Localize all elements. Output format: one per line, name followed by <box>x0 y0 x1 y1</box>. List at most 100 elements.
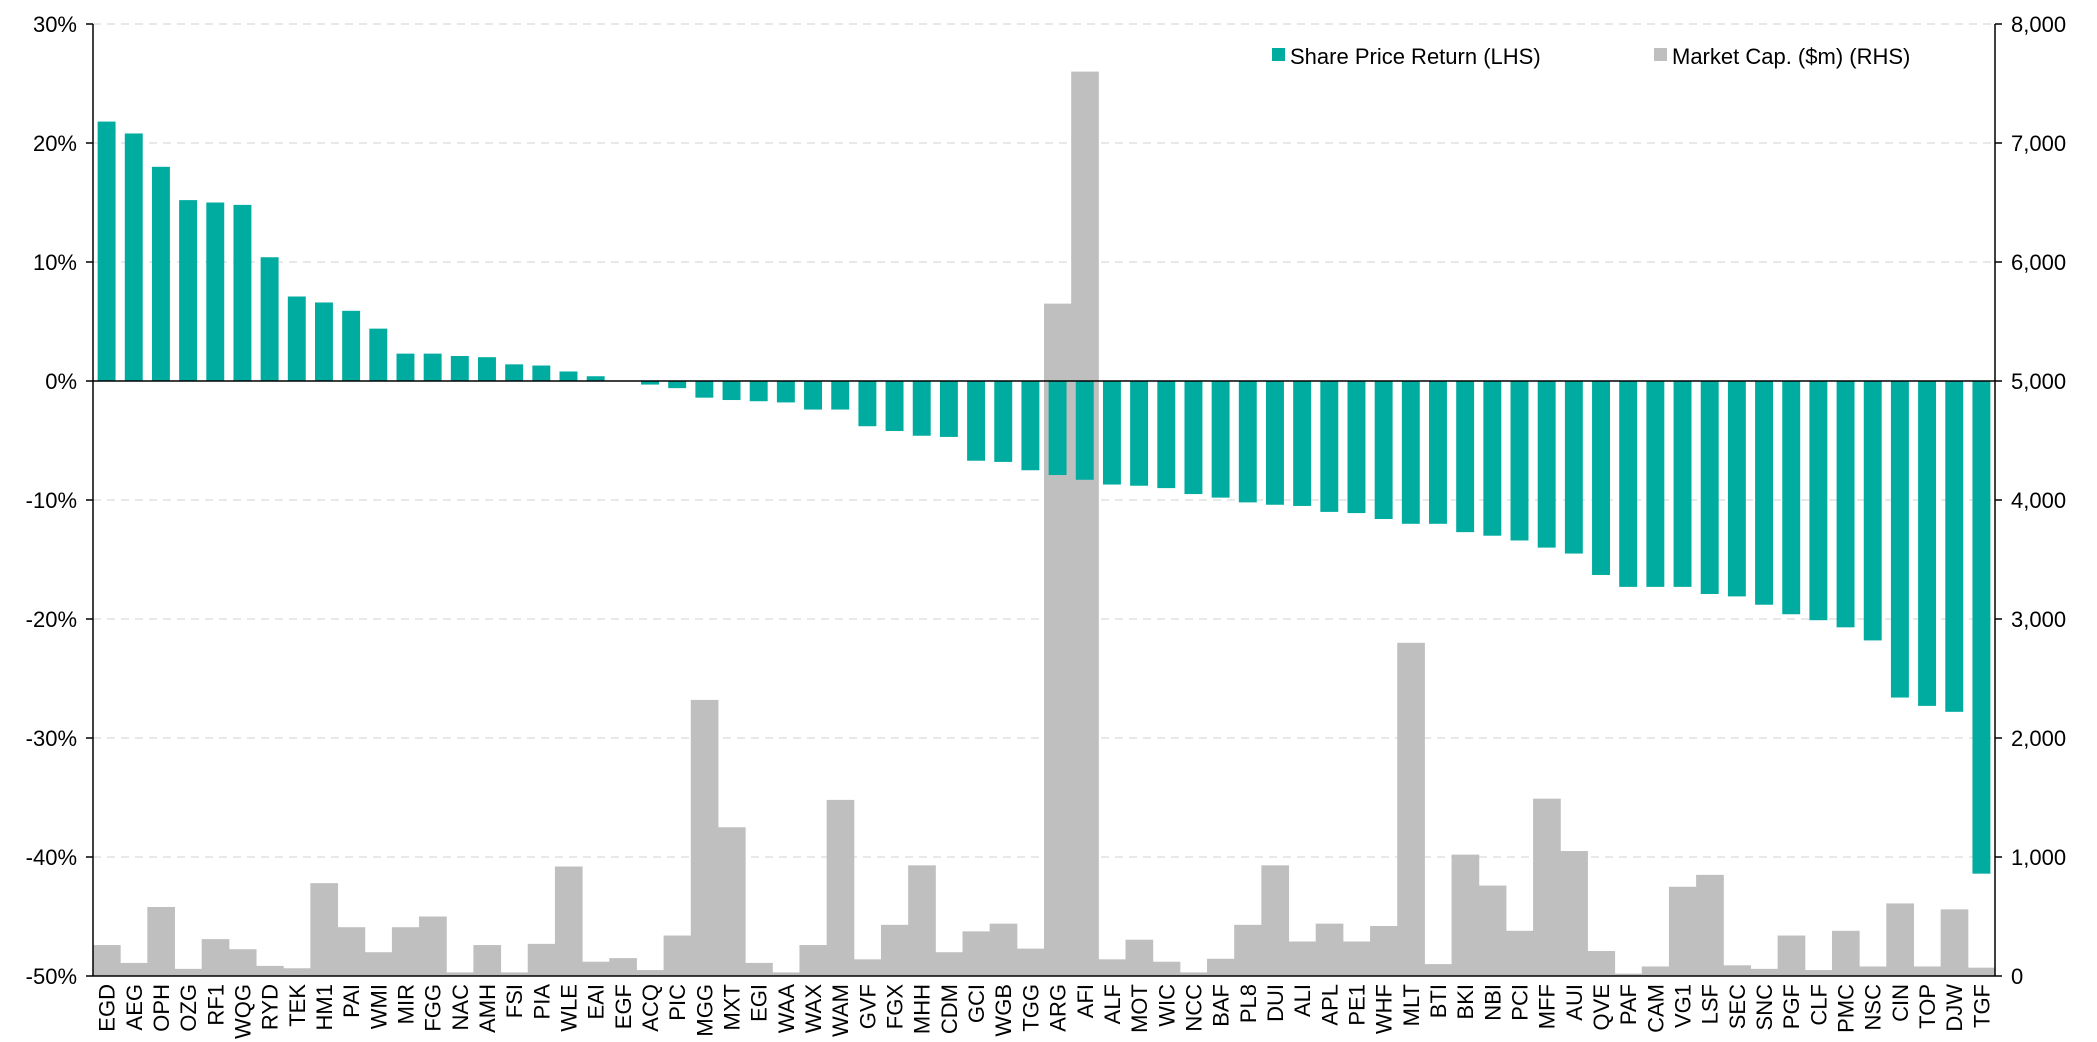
market-cap-bar <box>1207 958 1235 976</box>
share-return-bar <box>1510 381 1529 541</box>
category-label: TGG <box>1018 984 1043 1032</box>
market-cap-bar <box>1696 874 1724 976</box>
market-cap-bar <box>337 927 366 976</box>
right-tick-label: 4,000 <box>2011 488 2066 513</box>
left-axis-ticks: -50% -40% -30% -20% -10% 0% 10% 20% 30% <box>26 12 93 989</box>
market-cap-bar <box>582 961 610 976</box>
market-cap-bar <box>745 962 773 976</box>
left-tick-label: 10% <box>33 250 77 275</box>
market-cap-bar <box>1424 964 1453 976</box>
market-cap-bar <box>1179 972 1208 976</box>
right-tick-label: 7,000 <box>2011 131 2066 156</box>
category-label: WAA <box>774 984 799 1034</box>
category-label: VG1 <box>1671 984 1696 1028</box>
market-cap-bar <box>1071 71 1099 977</box>
category-label: PCI <box>1508 984 1533 1021</box>
category-label: CLF <box>1806 984 1831 1026</box>
category-label: HM1 <box>312 984 337 1030</box>
market-cap-bar <box>256 965 284 976</box>
share-return-bar <box>749 381 768 402</box>
category-label: LSF <box>1698 984 1723 1024</box>
category-label: NAC <box>448 984 473 1031</box>
share-return-bar <box>1564 381 1583 554</box>
market-cap-bar <box>1370 926 1398 976</box>
category-label: WLE <box>557 984 582 1032</box>
share-return-bar <box>1890 381 1909 698</box>
share-return-bar <box>1972 381 1991 874</box>
share-return-bar <box>912 381 931 436</box>
share-return-bar <box>776 381 795 403</box>
share-return-bar <box>1374 381 1393 520</box>
market-cap-bar <box>1234 924 1262 976</box>
legend-label-market-cap: Market Cap. ($m) (RHS) <box>1672 44 1910 69</box>
share-return-bar <box>641 381 659 385</box>
market-cap-bar <box>1397 642 1425 976</box>
category-label: FGG <box>421 984 446 1032</box>
category-label: FGX <box>883 984 908 1030</box>
market-cap-bar <box>772 972 800 976</box>
category-label: PIC <box>665 984 690 1021</box>
category-label: EAI <box>584 984 609 1019</box>
right-tick-label: 5,000 <box>2011 369 2066 394</box>
right-tick-label: 3,000 <box>2011 607 2066 632</box>
share-return-bar <box>1673 381 1692 587</box>
share-return-bar <box>1700 381 1719 595</box>
category-label: AFI <box>1073 984 1098 1018</box>
market-cap-bar <box>1451 854 1480 976</box>
market-cap-bar <box>636 970 665 976</box>
category-label: QVE <box>1589 984 1614 1030</box>
market-cap-bar <box>1478 885 1507 976</box>
category-label: PAF <box>1616 984 1641 1025</box>
market-cap-bar <box>1940 909 1969 976</box>
share-return-bar <box>124 133 143 381</box>
category-label: AUI <box>1562 984 1587 1021</box>
share-return-bar <box>1782 381 1801 615</box>
share-return-bar <box>668 381 687 389</box>
right-axis-ticks: 0 1,000 2,000 3,000 4,000 5,000 6,000 7,000 8,00… <box>1995 12 2066 989</box>
share-return-bar <box>369 328 388 381</box>
category-label: NCC <box>1181 984 1206 1032</box>
legend-swatch-market-cap <box>1654 48 1667 61</box>
category-label: DJW <box>1942 984 1967 1032</box>
market-cap-bar <box>419 916 447 976</box>
market-cap-bar <box>364 952 393 976</box>
market-cap-bar <box>310 883 339 976</box>
share-return-bar <box>1945 381 1964 712</box>
market-cap-bar <box>1533 798 1561 976</box>
market-cap-bar <box>1560 851 1588 976</box>
share-return-bar <box>151 166 170 381</box>
market-cap-bar <box>147 906 176 976</box>
market-cap-bar <box>1505 930 1534 976</box>
category-label: TOP <box>1915 984 1940 1029</box>
share-return-bar <box>831 381 850 410</box>
right-tick-label: 2,000 <box>2011 726 2066 751</box>
share-return-bar <box>423 353 442 381</box>
market-cap-bar <box>663 935 692 976</box>
share-return-bar <box>314 302 333 381</box>
category-label: NSC <box>1861 984 1886 1031</box>
share-return-bar <box>233 204 252 381</box>
legend-label-share-return: Share Price Return (LHS) <box>1290 44 1541 69</box>
share-return-bar <box>559 371 578 381</box>
left-tick-label: 30% <box>33 12 77 37</box>
market-cap-bar <box>1614 973 1643 976</box>
left-tick-label: -50% <box>26 964 77 989</box>
category-label: EGD <box>95 984 120 1032</box>
share-return-bar <box>1075 381 1094 480</box>
share-return-bar <box>1727 381 1746 597</box>
share-return-bar <box>1918 381 1937 706</box>
category-label: PE1 <box>1344 984 1369 1026</box>
market-cap-bar <box>1641 966 1670 976</box>
category-label: AEG <box>122 984 147 1030</box>
market-cap-bar <box>1913 966 1942 976</box>
category-label: DUI <box>1263 984 1288 1022</box>
share-return-bar <box>1537 381 1556 548</box>
share-return-bar <box>342 310 361 381</box>
market-cap-bar <box>1342 941 1371 976</box>
category-label: MIR <box>393 984 418 1024</box>
market-cap-bar <box>1831 930 1860 976</box>
market-cap-bar <box>174 968 203 976</box>
category-label: MHH <box>910 984 935 1034</box>
